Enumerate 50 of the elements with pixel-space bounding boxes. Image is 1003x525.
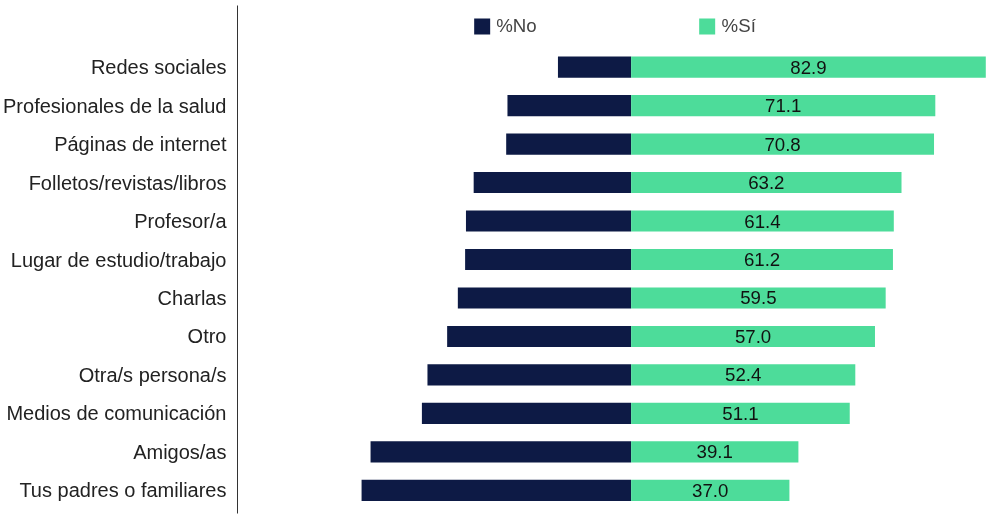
bar [631,133,935,155]
y-tick-label: Tus padres o familiares [19,479,227,502]
y-tick-label: Folletos/revistas/libros [28,171,227,194]
bar [465,210,632,232]
bar [631,479,790,501]
data-label: 70.8 [764,133,801,155]
data-label: 61.4 [744,210,781,232]
bar [631,441,799,463]
bar [427,364,632,386]
y-tick-label: Medios de comunicación [6,402,227,425]
bar [361,479,632,501]
bar [465,248,632,271]
data-label: 39.1 [696,441,733,463]
y-tick-label: Amigos/as [133,440,227,463]
y-tick-label: Páginas de internet [54,133,227,156]
bar [506,133,632,155]
bar [631,94,936,117]
data-label: 82.9 [790,56,827,78]
y-tick-label: Otra/s persona/s [78,363,227,386]
bar [421,402,632,425]
data-label: 37.0 [692,479,729,501]
legend-label: %No [496,15,537,37]
bar [631,364,856,386]
y-tick-label: Redes sociales [90,56,227,79]
legend-label: %Sí [721,15,756,37]
y-tick-label: Otro [187,325,227,348]
bar [631,56,986,78]
data-label: 61.2 [743,249,781,270]
data-label: 57.0 [734,325,772,347]
y-tick-label: Charlas [157,286,227,309]
data-label: 52.4 [725,364,762,386]
bar [631,171,902,194]
bar [631,210,894,232]
bar [631,248,893,271]
data-label: 71.1 [765,95,802,117]
y-tick-label: Profesionales de la salud [3,94,227,117]
data-label: 63.2 [748,172,785,194]
y-tick-label: Lugar de estudio/trabajo [10,248,227,271]
bar [631,287,886,309]
bar [447,325,632,348]
data-label: 51.1 [722,402,759,424]
bar [631,325,875,348]
bar [631,402,850,425]
bar [557,56,632,78]
y-tick-label: Profesor/a [134,210,228,233]
bar [370,441,632,463]
bar [457,287,632,309]
bar [473,171,632,194]
bar [507,94,632,117]
data-label: 59.5 [740,287,777,309]
